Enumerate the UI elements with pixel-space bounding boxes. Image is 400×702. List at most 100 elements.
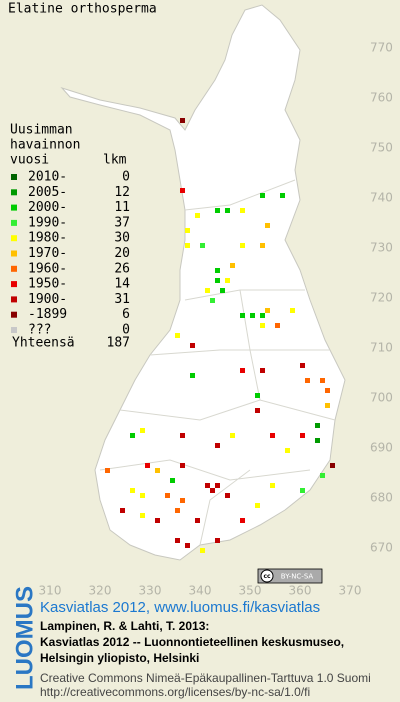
occurrence-square [205, 288, 210, 293]
occurrence-square [165, 493, 170, 498]
occurrence-square [290, 308, 295, 313]
badge-circle [260, 569, 274, 583]
badge-box [257, 568, 323, 584]
legend-label: ??? [28, 323, 51, 338]
occurrence-square [170, 478, 175, 483]
occurrence-square [180, 463, 185, 468]
occurrence-square [180, 188, 185, 193]
x-tick-label: 370 [339, 584, 362, 598]
legend-swatch [11, 174, 17, 180]
occurrence-square [265, 223, 270, 228]
legend-total-label: Yhteensä [12, 336, 75, 351]
y-tick-label: 730 [370, 241, 393, 255]
occurrence-square [230, 433, 235, 438]
y-tick-label: 760 [370, 91, 393, 105]
x-tick-label: 310 [39, 584, 62, 598]
legend-label: -1899 [28, 307, 67, 322]
y-tick-label: 710 [370, 341, 393, 355]
region-borders [99, 179, 336, 546]
legend-count: 0 [122, 323, 130, 338]
occurrence-square [300, 433, 305, 438]
occurrence-square [240, 243, 245, 248]
legend-total: 187 [107, 336, 130, 351]
occurrence-square [265, 308, 270, 313]
legend-label: 1980- [28, 231, 67, 246]
occurrence-square [215, 538, 220, 543]
badge-cc: cc [263, 573, 271, 580]
occurrence-square [255, 393, 260, 398]
occurrence-square [145, 463, 150, 468]
logo: LUOMUS [11, 586, 38, 690]
occurrence-square [180, 498, 185, 503]
occurrence-square [315, 423, 320, 428]
occurrence-square [185, 543, 190, 548]
occurrence-square [105, 468, 110, 473]
occurrence-square [140, 428, 145, 433]
y-tick-label: 700 [370, 391, 393, 405]
y-tick-label: 750 [370, 141, 393, 155]
occurrence-square [240, 368, 245, 373]
occurrence-square [195, 518, 200, 523]
y-tick-label: 720 [370, 291, 393, 305]
occurrence-square [200, 243, 205, 248]
x-tick-label: 350 [239, 584, 262, 598]
occurrence-square [225, 493, 230, 498]
occurrence-square [260, 323, 265, 328]
occurrence-square [175, 538, 180, 543]
occurrence-square [140, 513, 145, 518]
occurrence-square [305, 378, 310, 383]
legend-swatch [11, 296, 17, 303]
occurrence-square [180, 433, 185, 438]
occurrence-square [260, 243, 265, 248]
legend-swatch [11, 281, 17, 288]
legend-label: 2010- [28, 170, 67, 185]
occurrence-square [120, 508, 125, 513]
occurrence-square [325, 403, 330, 408]
occurrence-square [220, 288, 225, 293]
y-tick-label: 680 [370, 491, 393, 505]
legend-count: 6 [122, 307, 130, 322]
occurrence-square [190, 373, 195, 378]
legend-label: 1960- [28, 261, 67, 276]
occurrence-square [155, 518, 160, 523]
legend-swatch [11, 189, 17, 196]
occurrence-square [210, 488, 215, 493]
legend-label: 1970- [28, 246, 67, 261]
legend-count: 11 [114, 200, 130, 215]
legend-label: 2000- [28, 200, 67, 215]
legend-count: 14 [114, 277, 130, 292]
y-tick-label: 670 [370, 541, 393, 555]
legend-label: 1990- [28, 215, 67, 230]
legend-heading: vuosi [10, 153, 49, 168]
occurrence-square [270, 483, 275, 488]
title: Elatine orthosperma [8, 2, 157, 17]
occurrence-square [210, 298, 215, 303]
citation: Lampinen, R. & Lahti, T. 2013: [40, 619, 209, 633]
legend-count: 12 [114, 185, 130, 200]
occurrence-square [195, 213, 200, 218]
legend-swatch [11, 250, 17, 257]
legend-swatch [11, 265, 17, 272]
occurrence-square [260, 193, 265, 198]
legend-heading: Uusimman [10, 123, 73, 138]
occurrence-square [130, 488, 135, 493]
occurrence-square [320, 378, 325, 383]
license: Creative Commons Nimeä-Epäkaupallinen-Ta… [40, 671, 371, 685]
occurrence-square [260, 368, 265, 373]
occurrence-square [230, 263, 235, 268]
legend-label: 1950- [28, 277, 67, 292]
occurrence-square [285, 448, 290, 453]
footer-link[interactable]: Kasviatlas 2012, www.luomus.fi/kasviatla… [40, 599, 320, 616]
legend-count: 0 [122, 170, 130, 185]
legend-label: 1900- [28, 292, 67, 307]
x-tick-label: 360 [289, 584, 312, 598]
occurrence-square [215, 208, 220, 213]
citation: Kasviatlas 2012 -- Luonnontieteellinen k… [40, 635, 344, 649]
legend-heading: havainnon [10, 138, 80, 153]
occurrence-square [255, 408, 260, 413]
occurrence-square [325, 388, 330, 393]
license-badge: cc BY-NC-SA [257, 568, 323, 584]
y-tick-label: 770 [370, 41, 393, 55]
occurrence-square [225, 208, 230, 213]
